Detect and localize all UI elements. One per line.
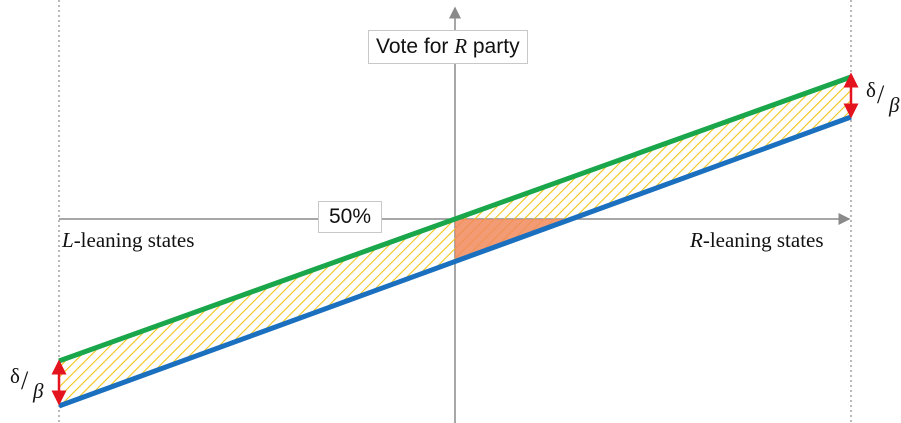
slash-symbol: /	[21, 366, 29, 395]
delta-symbol: δ	[866, 78, 876, 102]
delta-symbol: δ	[10, 364, 20, 388]
beta-symbol: β	[33, 379, 44, 403]
beta-symbol: β	[889, 93, 900, 117]
threshold-label: 50%	[318, 201, 383, 233]
upper-line	[58, 74, 852, 364]
y-axis-label: Vote for R party	[368, 30, 528, 64]
left-leaning-label: L-leaning states	[62, 228, 195, 252]
lower-line	[58, 114, 852, 409]
slash-symbol: /	[877, 80, 885, 109]
right-leaning-label: R-leaning states	[690, 228, 824, 252]
